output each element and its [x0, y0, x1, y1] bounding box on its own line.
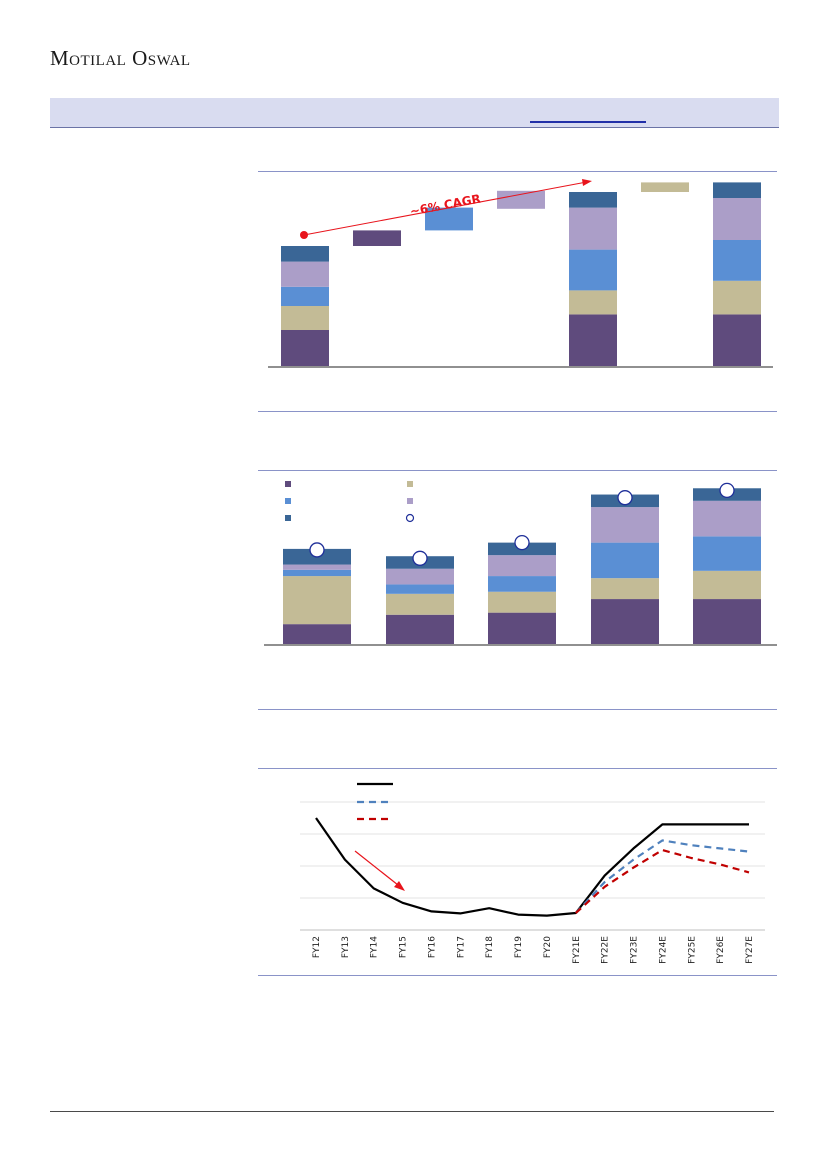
chart3-tick-FY12: FY12 [312, 936, 322, 958]
chart3-title-rule [258, 709, 777, 710]
brand-logo: Motilal Oswal [50, 46, 191, 70]
chart3-tick-FY14: FY14 [370, 936, 380, 958]
chart3-tick-FY27E: FY27E [745, 936, 755, 964]
chart2-bar-b3-s2 [488, 576, 556, 592]
chart2-bar-b4-s3 [591, 507, 659, 543]
chart3-tick-FY22E: FY22E [601, 936, 611, 964]
chart3-series-0 [315, 817, 749, 917]
chart1-bar-c5-s0 [569, 314, 617, 366]
chart3-tick-FY17: FY17 [456, 936, 466, 958]
chart1-bar-c5-s4 [569, 192, 617, 208]
cagr-start-dot [300, 231, 308, 239]
chart3-tick-FY21E: FY21E [572, 936, 582, 964]
chart3-series-2 [575, 848, 750, 914]
chart2-bar-b1-s0 [283, 624, 351, 644]
chart3-tick-FY19: FY19 [514, 936, 524, 958]
chart2-bar-b4-s1 [591, 578, 659, 600]
chart3-tick-FY15: FY15 [399, 936, 409, 958]
chart3-tick-FY23E: FY23E [630, 936, 640, 964]
chart2-bar-b5-s0 [693, 599, 761, 644]
chart3-bottom-rule [258, 975, 777, 976]
chart2-bar-b3-s3 [488, 555, 556, 577]
header-link[interactable] [530, 121, 646, 123]
chart2-marker-b1 [309, 542, 325, 558]
chart2-marker-b3 [514, 534, 530, 551]
chart1-step-c4 [497, 190, 545, 209]
chart1-bar-c5-s2 [569, 249, 617, 291]
chart2-marker-b2 [412, 550, 428, 566]
chart2-bar-b4-s0 [591, 599, 659, 644]
chart2-bar-b1-s2 [283, 569, 351, 577]
chart1-bar-c5-s1 [569, 290, 617, 315]
chart2-legend-swatch-2 [285, 498, 291, 504]
chart2-marker-b5 [719, 482, 735, 499]
chart1-bar-c1-s1 [281, 306, 329, 330]
chart3-tick-FY16: FY16 [427, 936, 437, 958]
chart3-series-1 [574, 839, 750, 914]
chart2-legend-swatch-1 [407, 481, 413, 487]
section-header-band [50, 98, 779, 128]
chart2-legend-marker [405, 513, 415, 523]
chart2-bar-b2-s2 [386, 584, 454, 594]
chart2-bar-b1-s3 [283, 564, 351, 570]
chart3-tick-FY25E: FY25E [687, 936, 697, 964]
chart2-bar-b1-s1 [283, 576, 351, 625]
chart1-step-c3 [425, 207, 473, 231]
chart3-top-rule [258, 768, 777, 769]
chart1-bar-c1-s2 [281, 286, 329, 306]
chart3-tick-FY26E: FY26E [716, 936, 726, 964]
chart2-bar-b5-s2 [693, 536, 761, 571]
chart2-bar-b2-s3 [386, 568, 454, 585]
cagr-arrow-head [582, 179, 592, 186]
chart2-bar-b5-s1 [693, 570, 761, 600]
chart2-title-rule [258, 411, 777, 412]
chart1-bar-c1-s0 [281, 330, 329, 366]
chart2-legend-swatch-4 [285, 515, 291, 521]
chart3-tick-FY13: FY13 [341, 936, 351, 958]
chart2-bar-b3-s1 [488, 591, 556, 613]
chart1-bar-c7-s3 [713, 198, 761, 240]
chart1-step-c2 [353, 230, 401, 246]
chart2-bar-b2-s0 [386, 614, 454, 644]
chart3-tick-FY24E: FY24E [658, 936, 668, 964]
chart2-bar-b3-s0 [488, 612, 556, 644]
chart2-bar-b2-s1 [386, 593, 454, 615]
chart3-tick-FY18: FY18 [485, 936, 495, 958]
chart1-bar-c7-s2 [713, 240, 761, 281]
chart1-bar-c1-s3 [281, 261, 329, 287]
chart1-bar-c7-s1 [713, 280, 761, 315]
cagr-arrow-line [303, 182, 585, 236]
chart1-bar-c1-s4 [281, 246, 329, 262]
chart2-legend-swatch-0 [285, 481, 291, 487]
chart1-step-c6 [641, 182, 689, 192]
chart1-bar-c5-s3 [569, 207, 617, 250]
chart2-top-rule [258, 470, 777, 471]
footer-rule [50, 1111, 774, 1112]
chart2-bar-b4-s2 [591, 542, 659, 579]
chart3-tick-FY20: FY20 [543, 936, 553, 958]
chart2-marker-b4 [617, 490, 633, 506]
chart3-trend-arrow-line [354, 850, 399, 886]
chart3-trend-arrow-head [394, 881, 405, 891]
chart1-bar-c7-s4 [713, 182, 761, 198]
chart2-bar-b5-s3 [693, 500, 761, 537]
chart2-legend-swatch-3 [407, 498, 413, 504]
chart1-top-rule [258, 171, 777, 172]
chart1-bar-c7-s0 [713, 314, 761, 366]
